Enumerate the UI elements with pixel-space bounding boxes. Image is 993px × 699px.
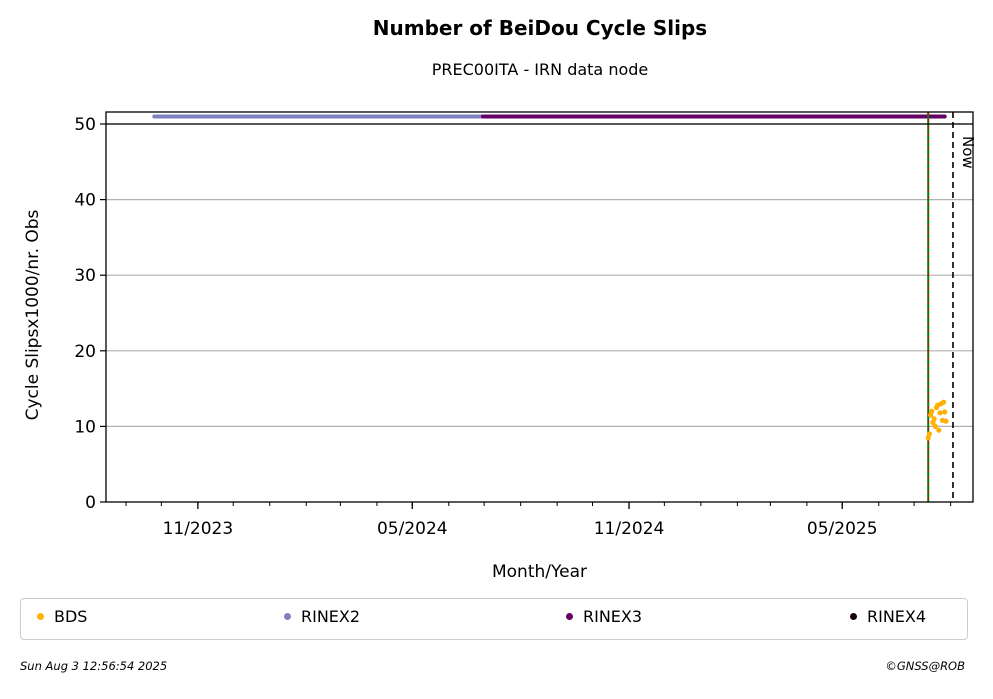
x-tick-label: 11/2023 — [163, 519, 234, 539]
legend-item-bds: BDS — [37, 607, 87, 626]
footer-copyright: ©GNSS@ROB — [885, 659, 965, 673]
y-tick-label: 30 — [74, 266, 96, 286]
legend-label-rinex3: RINEX3 — [583, 607, 643, 626]
legend-item-rinex2: RINEX2 — [284, 607, 360, 626]
legend-item-rinex3: RINEX3 — [566, 607, 642, 626]
x-tick-label: 11/2024 — [594, 519, 665, 539]
legend-label-bds: BDS — [54, 607, 88, 626]
legend-marker-rinex4 — [850, 613, 857, 620]
legend-marker-rinex2 — [284, 613, 291, 620]
chart-plot: Now 0 10 20 30 40 50 11/2023 05/2024 11/2024 05/2… — [23, 111, 977, 582]
data-point-bds — [932, 423, 938, 429]
y-tick-label: 20 — [74, 342, 96, 362]
chart-subtitle: PREC00ITA - IRN data node — [431, 60, 649, 79]
y-tick-label: 50 — [74, 115, 96, 135]
x-axis-label: Month/Year — [492, 562, 587, 582]
data-point-bds — [929, 408, 935, 414]
data-point-bds — [926, 431, 933, 437]
y-tick-label: 0 — [85, 493, 96, 513]
chart-axes: 0 10 20 30 40 50 11/2023 05/2024 11/2024 05/2025 M… — [23, 111, 974, 582]
data-point-bds — [931, 416, 937, 422]
legend-marker-rinex3 — [566, 613, 573, 620]
data-point-bds — [942, 409, 948, 415]
footer-timestamp: Sun Aug 3 12:56:54 2025 — [20, 659, 168, 673]
data-point-bds — [943, 418, 949, 424]
data-point-bds — [936, 427, 942, 433]
x-tick-label: 05/2025 — [807, 519, 878, 539]
legend-marker-bds — [37, 613, 44, 620]
legend: BDS RINEX2 RINEX3 RINEX4 — [20, 598, 968, 640]
y-tick-label: 10 — [74, 417, 96, 437]
y-axis-label: Cycle Slipsx1000/nr. Obs — [23, 209, 43, 420]
now-label: Now — [959, 136, 977, 169]
grid-lines — [106, 123, 973, 427]
chart-title: Number of BeiDou Cycle Slips — [372, 16, 708, 40]
data-point-bds — [937, 410, 943, 416]
plot-frame — [105, 111, 974, 503]
legend-label-rinex4: RINEX4 — [867, 607, 927, 626]
data-point-bds — [940, 399, 947, 405]
legend-label-rinex2: RINEX2 — [301, 607, 361, 626]
legend-item-rinex4: RINEX4 — [850, 607, 926, 626]
x-tick-label: 05/2024 — [377, 519, 448, 539]
y-tick-label: 40 — [74, 191, 96, 211]
chart-marks: Now — [152, 112, 977, 502]
